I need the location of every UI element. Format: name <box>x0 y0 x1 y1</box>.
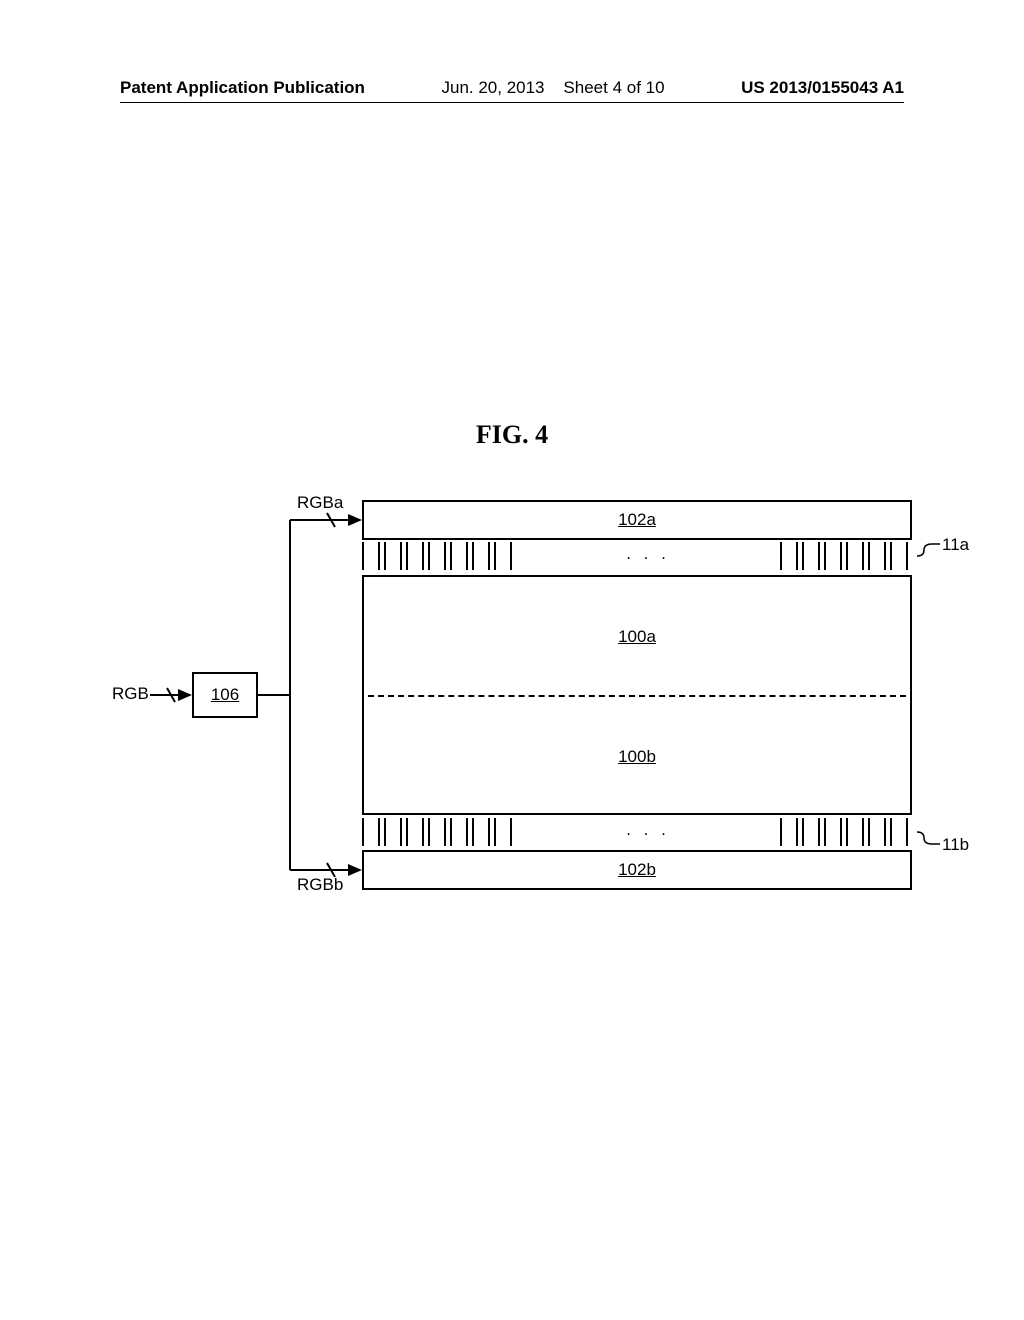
block-106: 106 <box>192 672 258 718</box>
tick <box>450 818 468 846</box>
tick <box>868 818 886 846</box>
tick <box>428 818 446 846</box>
block-102a-label: 102a <box>618 510 656 530</box>
block-102a: 102a <box>362 500 912 540</box>
tick <box>494 542 512 570</box>
block-100-main: 100a 100b <box>362 575 912 815</box>
header-right: US 2013/0155043 A1 <box>741 78 904 98</box>
rgbb-label: RGBb <box>297 875 343 895</box>
ticks-left-top <box>362 542 516 570</box>
tick <box>824 542 842 570</box>
tick <box>824 818 842 846</box>
block-100b-label: 100b <box>364 747 910 767</box>
tick <box>890 542 908 570</box>
ref-11a: 11a <box>942 535 969 555</box>
header-date: Jun. 20, 2013 <box>441 78 544 97</box>
tick <box>780 542 798 570</box>
tick <box>362 542 380 570</box>
ticks-row-11b: . . . <box>362 818 912 848</box>
page-header: Patent Application Publication Jun. 20, … <box>0 78 1024 98</box>
tick <box>494 818 512 846</box>
divider-dashed <box>368 695 906 697</box>
block-100a-label: 100a <box>364 627 910 647</box>
ref-11b: 11b <box>942 835 969 855</box>
ellipsis-bottom: . . . <box>516 818 780 840</box>
tick <box>406 818 424 846</box>
tick <box>384 542 402 570</box>
ticks-row-11a: . . . <box>362 542 912 572</box>
ticks-right-top <box>780 542 912 570</box>
tick <box>428 542 446 570</box>
tick <box>868 542 886 570</box>
block-106-label: 106 <box>211 685 239 705</box>
tick <box>450 542 468 570</box>
rgb-input-label: RGB <box>112 684 149 704</box>
header-center: Jun. 20, 2013 Sheet 4 of 10 <box>441 78 664 98</box>
tick <box>802 818 820 846</box>
header-left: Patent Application Publication <box>120 78 365 98</box>
rgba-label: RGBa <box>297 493 343 513</box>
tick <box>472 542 490 570</box>
diagram: RGB 106 RGBa RGBb 102a . . . 100a 100b .… <box>112 500 912 930</box>
tick <box>384 818 402 846</box>
ellipsis-top: . . . <box>516 542 780 564</box>
tick <box>780 818 798 846</box>
tick <box>846 542 864 570</box>
block-102b-label: 102b <box>618 860 656 880</box>
ticks-left-bottom <box>362 818 516 846</box>
tick <box>846 818 864 846</box>
tick <box>406 542 424 570</box>
tick <box>362 818 380 846</box>
header-sheet: Sheet 4 of 10 <box>563 78 664 97</box>
tick <box>802 542 820 570</box>
header-rule <box>120 102 904 103</box>
block-102b: 102b <box>362 850 912 890</box>
figure-title: FIG. 4 <box>0 420 1024 450</box>
figure-area: FIG. 4 <box>0 420 1024 930</box>
ticks-right-bottom <box>780 818 912 846</box>
tick <box>890 818 908 846</box>
tick <box>472 818 490 846</box>
